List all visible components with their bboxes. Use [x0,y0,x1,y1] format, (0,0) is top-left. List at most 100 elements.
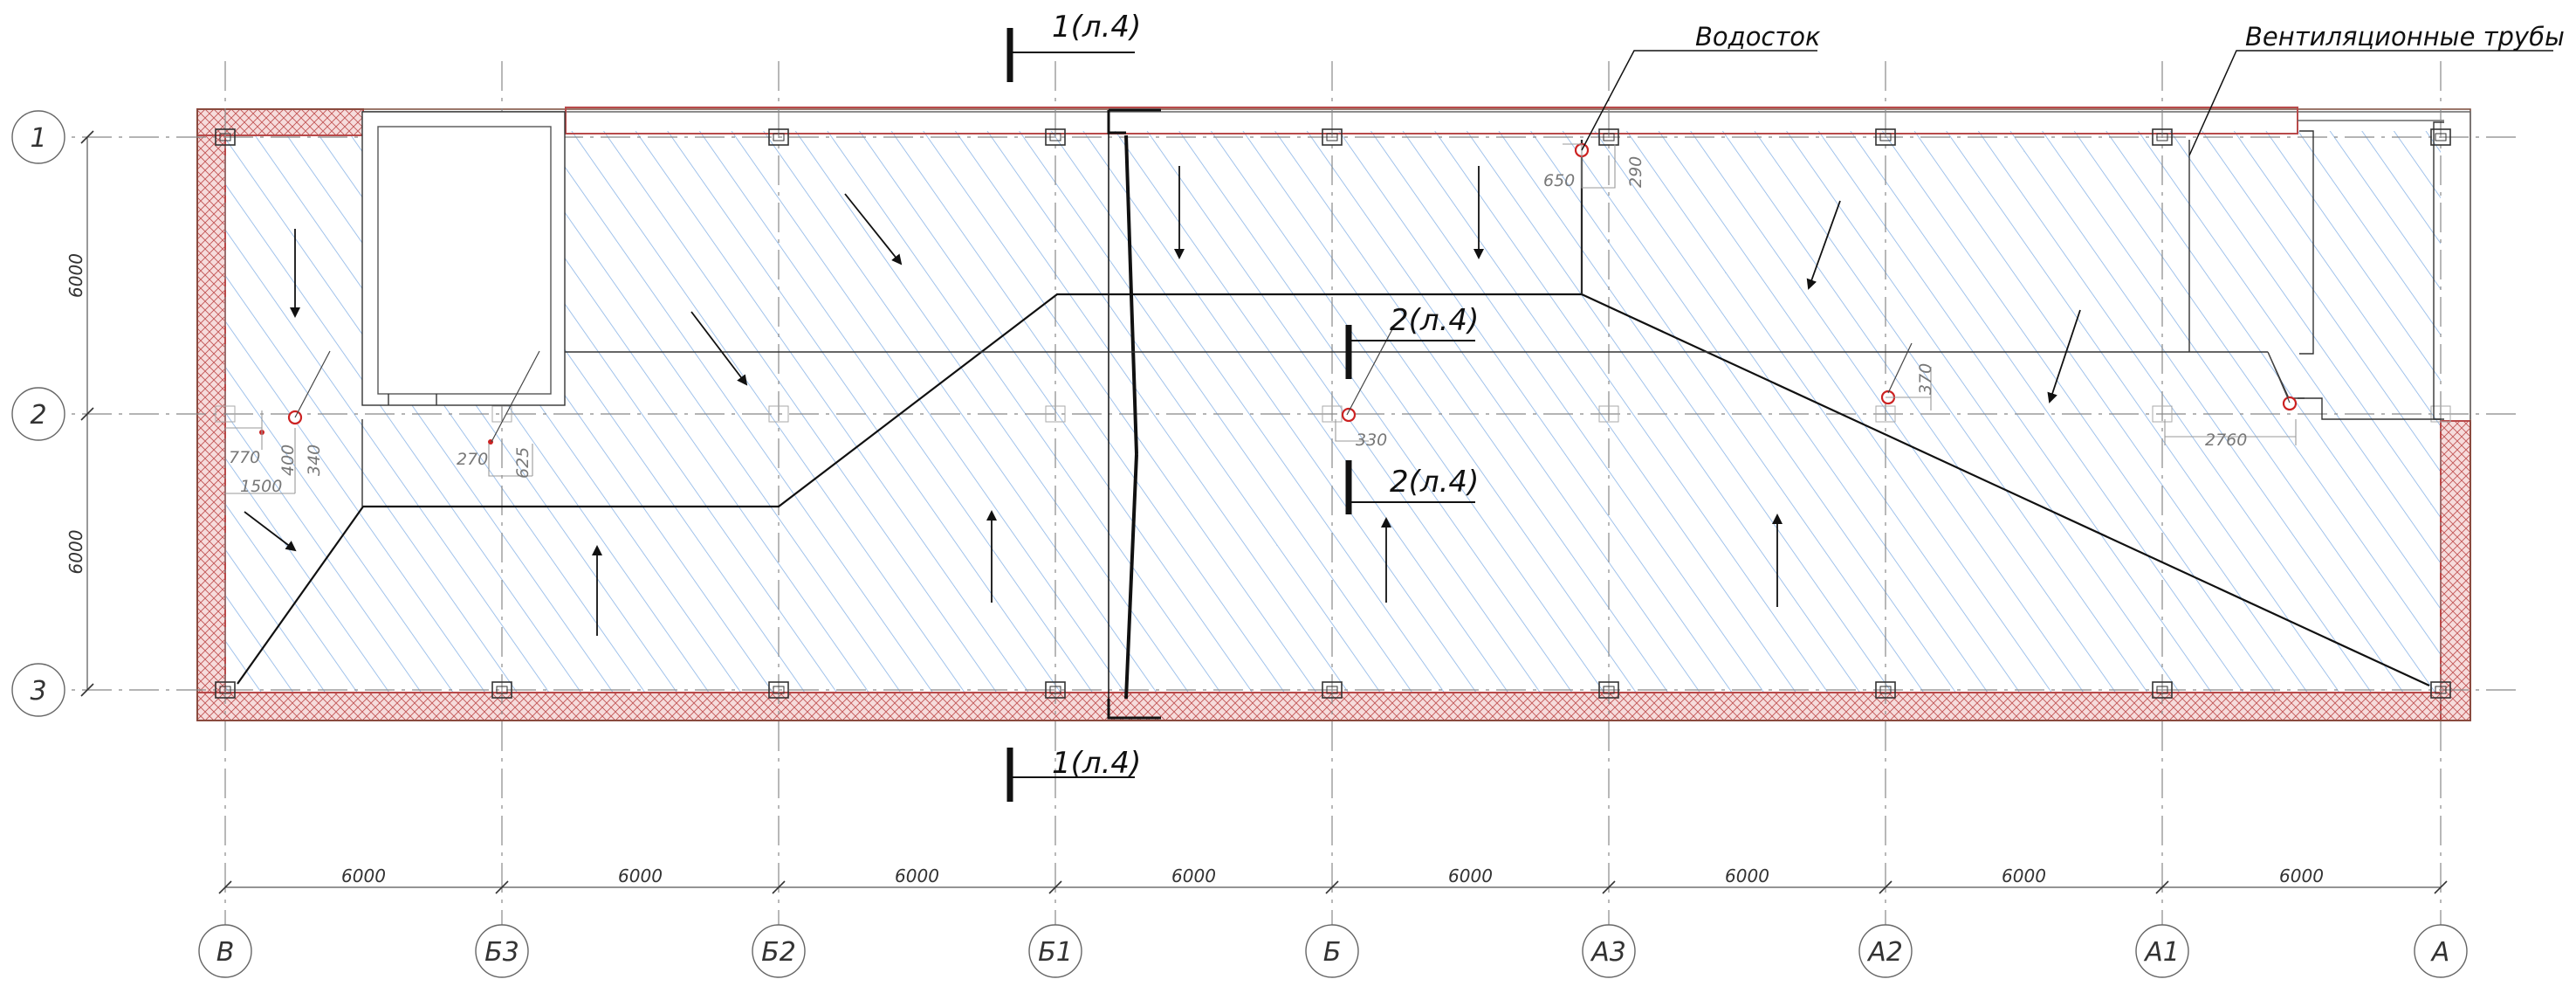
axis-bubble-col [752,924,806,978]
dim-340: 340 [305,445,324,476]
slope-arrow [844,193,903,265]
roof-drain [2282,396,2298,411]
column-marker [1045,405,1066,423]
grid-lines [35,61,2518,926]
column-marker [215,681,236,699]
callout-vent: Вентиляционные трубы [2188,22,2565,156]
dimension-text-col-5: 6000 [1448,865,1493,886]
column-marker [1598,405,1619,423]
section-label-bottom: 1(л.4) [1052,746,1141,781]
slope-arrow [1806,200,1841,290]
column-marker-core [1326,133,1338,141]
dimension-tick [1879,880,1893,894]
column-markers [215,128,2451,699]
dim-650: 650 [1543,171,1575,190]
parapet-wall-right [2440,420,2471,721]
dimension-tick [218,880,232,894]
column-marker [1875,128,1896,146]
outer-outlines [196,107,2471,721]
column-marker [768,128,789,146]
column-marker-core [1049,133,1061,141]
axis-label-col: А [2430,937,2450,968]
column-marker-core [773,686,785,694]
column-marker [1322,681,1343,699]
column-marker-core [773,133,785,141]
drain-leaders [294,328,2291,443]
column-marker-core [1326,686,1338,694]
dim-1500: 1500 [240,477,282,496]
axis-label-row: 1 [30,123,46,154]
dimension-text-col-2: 6000 [618,865,663,886]
section-marks [1006,28,1475,802]
column-marker [2152,128,2173,146]
dimension-text-col-4: 6000 [1171,865,1216,886]
axis-bubble-col [1305,924,1359,978]
dimension-tick [2155,880,2169,894]
valley-line-right [1581,293,2430,686]
dim-770: 770 [229,448,260,467]
column-marker [1875,681,1896,699]
dimension-ticks [80,130,2448,894]
roof-hatch-area [225,131,2441,693]
axis-label-col: Б [1323,937,1342,968]
slope-arrows [244,166,2081,636]
column-marker-core [219,686,231,694]
callout-drain: Водосток [1581,22,1821,151]
callout-drain-label: Водосток [1695,22,1821,52]
dimension-text-col-6: 6000 [1725,865,1769,886]
section-labels: 1(л.4) 1(л.4) 2(л.4) 2(л.4) [1052,10,1479,781]
section-label-mid-lower: 2(л.4) [1390,465,1479,500]
dim-270: 270 [457,450,488,469]
dimension-tick [1048,880,1062,894]
column-marker [768,681,789,699]
axis-label-row: 2 [30,400,46,431]
column-marker [2152,405,2173,423]
axis-bubble-col [2135,924,2189,978]
axis-label-col: Б3 [484,937,519,968]
column-marker [1875,405,1896,423]
column-marker-core [2156,133,2168,141]
column-marker-core [1879,133,1892,141]
column-marker [2430,405,2451,423]
column-marker-core [496,686,508,694]
dimension-text-col-7: 6000 [2002,865,2046,886]
column-marker [1322,128,1343,146]
parapet-wall-topleft [196,108,364,136]
parapet-wall-bottom [196,692,2471,721]
dimension-tick [80,683,94,697]
column-marker [1045,128,1066,146]
dimension-text-col-3: 6000 [895,865,939,886]
column-marker [2430,681,2451,699]
column-marker [215,128,236,146]
dimension-text-col-1: 6000 [341,865,386,886]
dim-400: 400 [278,445,298,476]
dimension-tick [772,880,786,894]
dim-330: 330 [1356,431,1387,450]
dimension-tick [495,880,509,894]
axis-label-col: Б2 [761,937,796,968]
section-label-top: 1(л.4) [1052,10,1141,45]
axis-bubble-row [11,387,65,441]
axis-bubble-col [1858,924,1913,978]
axis-bubble-col [1582,924,1636,978]
column-marker-core [219,133,231,141]
dimension-text-row-2: 6000 [65,530,86,575]
axis-label-col: Б1 [1038,937,1073,968]
column-marker-core [1879,686,1892,694]
column-marker [2430,128,2451,146]
section-label-mid-upper: 2(л.4) [1390,303,1479,338]
axis-label-col: В [216,937,235,968]
dim-2760: 2760 [2205,431,2247,450]
inner-outlines [361,111,2444,507]
local-dim-texts: 770 400 340 1500 270 625 330 650 290 370… [229,156,2247,496]
axis-bubble-row [11,663,65,717]
column-marker [1598,681,1619,699]
dim-290: 290 [1626,156,1645,188]
dimension-texts: 6000 6000 6000 6000 6000 6000 6000 6000 6000 6000 [65,253,2324,886]
axis-bubble-col [1028,924,1082,978]
column-marker-core [2435,686,2447,694]
dimension-tick [1325,880,1339,894]
column-marker [491,681,512,699]
parapet-wall-left [196,108,226,721]
